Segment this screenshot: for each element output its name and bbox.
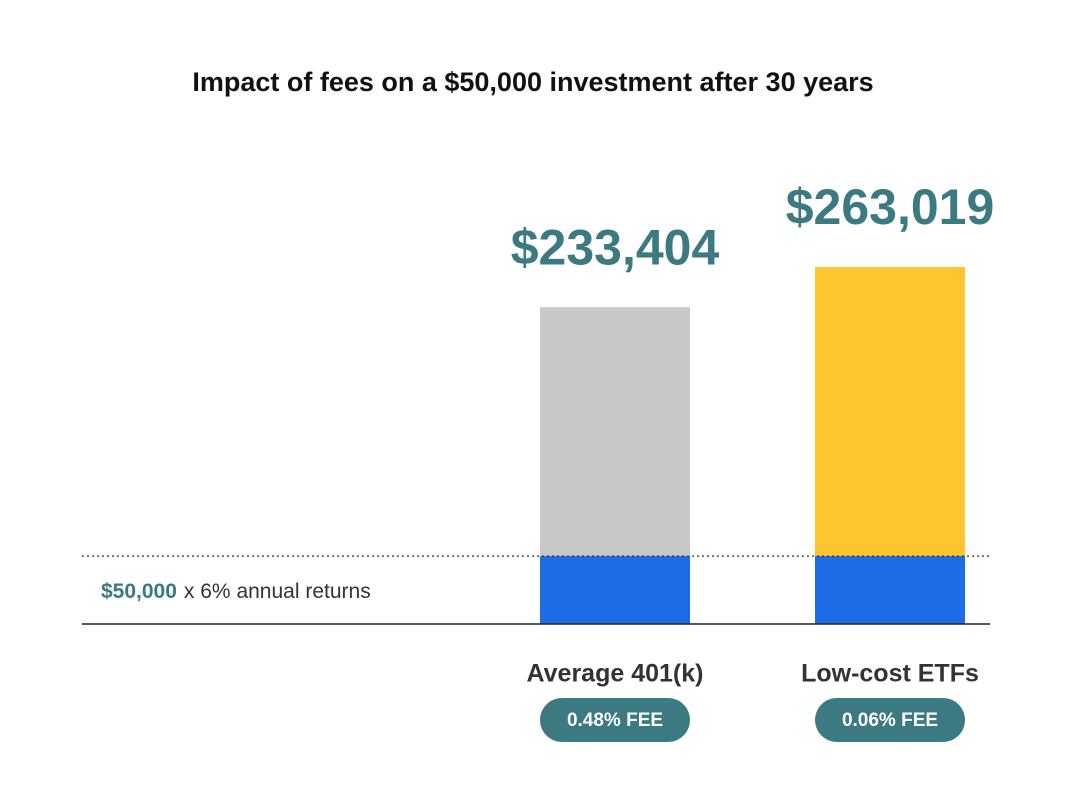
fee-pill xyxy=(540,698,690,742)
chart-title: Impact of fees on a $50,000 investment a… xyxy=(192,67,873,97)
category-label: Low-cost ETFs xyxy=(801,660,979,688)
baseline-amount: $50,000 xyxy=(101,580,177,603)
fee-label: 0.06% FEE xyxy=(842,710,938,731)
base-bar xyxy=(540,556,690,624)
fee-pill xyxy=(815,698,965,742)
value-label: $263,019 xyxy=(786,179,995,235)
baseline-legend: $50,000 x 6% annual returns xyxy=(101,580,371,603)
base-bar xyxy=(815,556,965,624)
category-label: Average 401(k) xyxy=(527,660,704,688)
baseline-text: x 6% annual returns xyxy=(184,580,371,603)
fee-label: 0.48% FEE xyxy=(567,710,663,731)
value-label: $233,404 xyxy=(511,219,720,275)
